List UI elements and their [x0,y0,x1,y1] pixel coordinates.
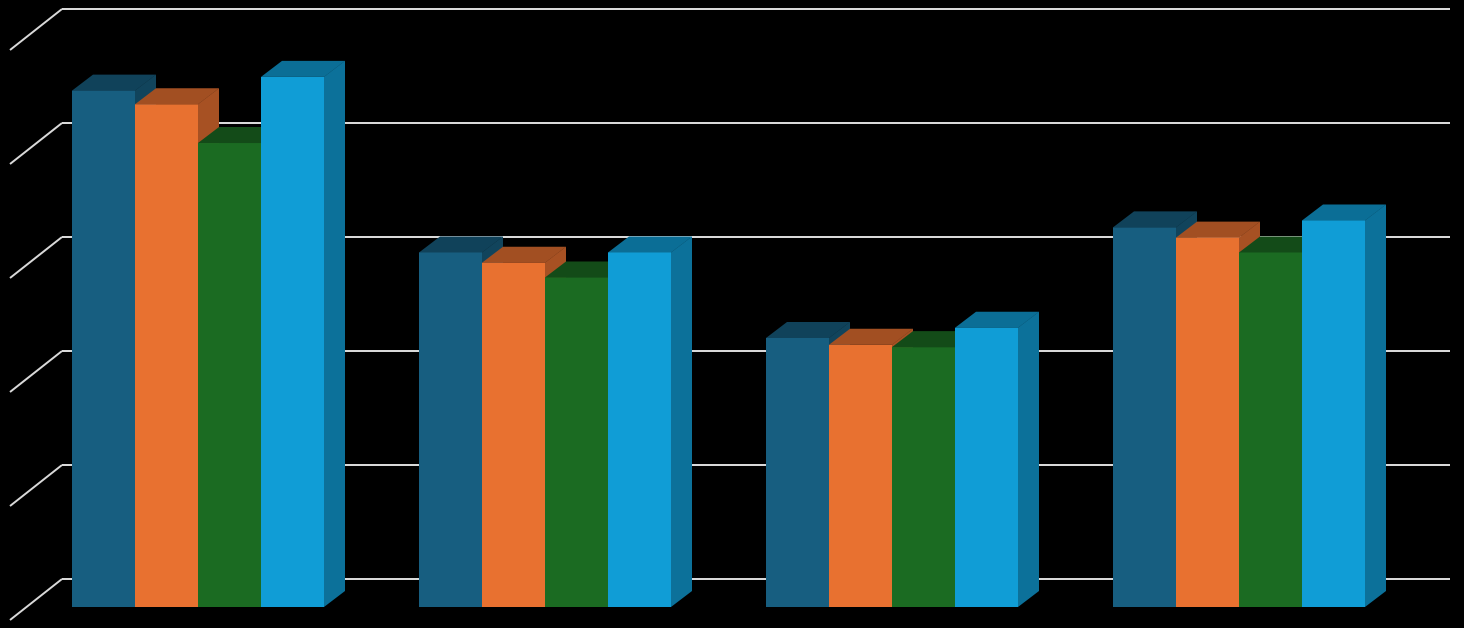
bar-top [72,74,156,91]
grid-line-floor [9,8,63,51]
bar [135,104,198,607]
bar-side [1365,204,1386,608]
bar-top [955,311,1039,328]
bar-top [1302,204,1386,221]
bar-side [1018,311,1039,607]
bar-top [766,321,850,338]
bar [419,252,482,607]
bar [72,90,135,607]
bar-top [1113,211,1197,228]
bar [955,327,1018,607]
bar [545,277,608,607]
bar [1113,227,1176,607]
bar-top [829,328,913,345]
grid-line-floor [9,236,63,279]
bar-top [419,236,503,253]
bar [482,262,545,607]
bar [829,344,892,607]
bar [1302,220,1365,608]
grid-line-floor [9,122,63,165]
bar-top [1176,221,1260,238]
bar-top [261,60,345,77]
bar-top [482,246,566,263]
bar [1239,252,1302,607]
bar [1176,237,1239,607]
bar [261,76,324,607]
bar [766,337,829,607]
grid-line-floor [9,350,63,393]
bar-side [324,60,345,607]
grid-line-floor [9,464,63,507]
bar [608,252,671,607]
bar [892,347,955,607]
grid-line-floor [9,578,63,621]
bar-top [608,236,692,253]
bar-top [135,88,219,105]
bar [198,143,261,607]
bar-side [671,236,692,607]
